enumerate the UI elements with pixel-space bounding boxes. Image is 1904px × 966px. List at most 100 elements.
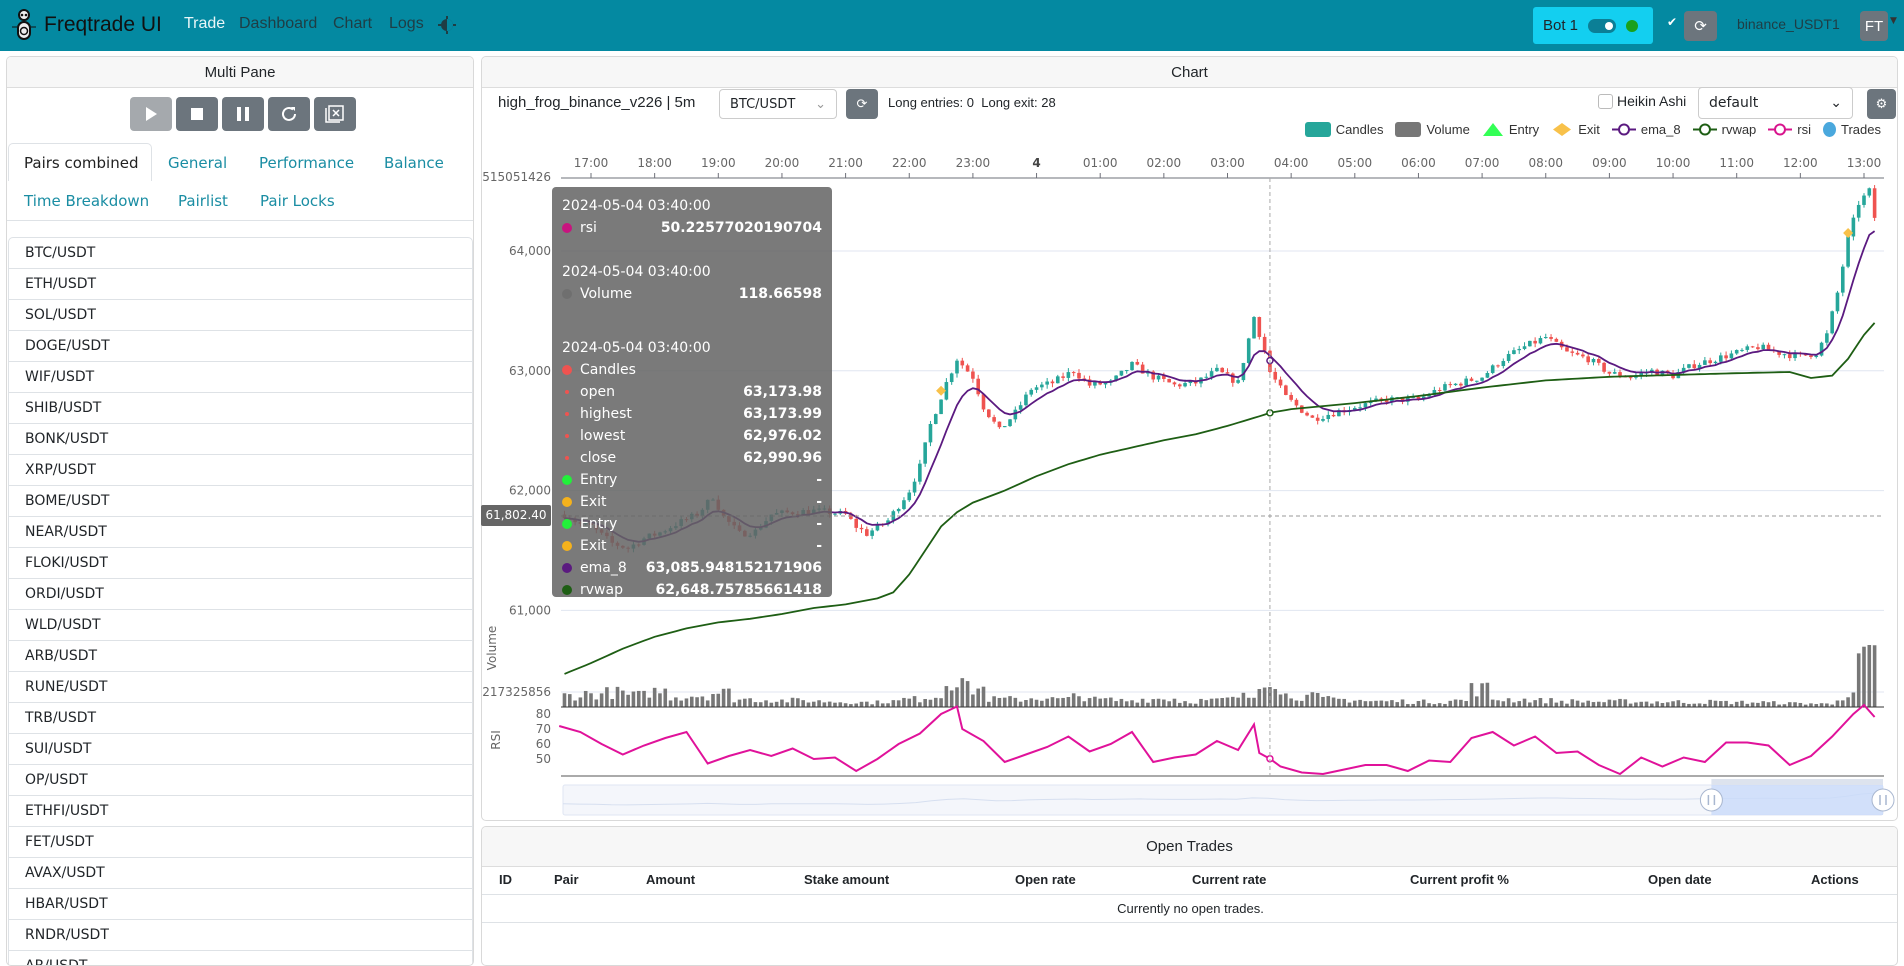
column-header[interactable]: Amount <box>646 872 696 887</box>
legend-item-trades[interactable]: Trades <box>1823 122 1881 137</box>
pair-list-item[interactable]: RNDR/USDT <box>9 920 472 951</box>
legend-label: ema_8 <box>1640 122 1681 137</box>
tab-performance[interactable]: Performance <box>259 154 355 172</box>
volume-bar <box>695 697 699 707</box>
candle <box>1061 376 1065 378</box>
column-header[interactable]: ID <box>499 872 512 887</box>
pair-list-item[interactable]: FLOKI/USDT <box>9 548 472 579</box>
volume-bar <box>1406 704 1410 707</box>
pair-list-item[interactable]: TRB/USDT <box>9 703 472 734</box>
pair-list-item[interactable]: ETH/USDT <box>9 269 472 300</box>
pair-list-item[interactable]: FET/USDT <box>9 827 472 858</box>
volume-bar <box>992 696 996 707</box>
refresh-bots-button[interactable]: ⟳ <box>1684 11 1717 41</box>
plot-settings-button[interactable]: ⚙ <box>1867 89 1896 119</box>
legend-item-entry[interactable]: Entry <box>1482 122 1539 137</box>
rsi-tick-label: 80 <box>536 707 551 721</box>
heikin-ashi-checkbox[interactable] <box>1598 94 1613 109</box>
candle <box>1215 367 1219 372</box>
nav-logs[interactable]: Logs <box>389 15 424 32</box>
pair-list-item[interactable]: XRP/USDT <box>9 455 472 486</box>
reload-config-button[interactable] <box>268 97 310 131</box>
datazoom-left-handle[interactable] <box>1699 788 1723 812</box>
pair-list-item[interactable]: RUNE/USDT <box>9 672 472 703</box>
column-header[interactable]: Open date <box>1648 872 1712 887</box>
pair-list-item[interactable]: BOME/USDT <box>9 486 472 517</box>
legend-item-ema-8[interactable]: ema_8 <box>1611 122 1681 137</box>
pair-list-item[interactable]: DOGE/USDT <box>9 331 472 362</box>
brand[interactable]: Freqtrade UI <box>12 9 162 41</box>
legend-label: Trades <box>1841 122 1881 137</box>
volume-bar <box>1390 700 1394 707</box>
volume-bar <box>1151 699 1156 707</box>
pair-select[interactable]: BTC/USDT ⌄ <box>719 89 837 119</box>
nav-trade[interactable]: Trade <box>184 15 226 32</box>
bot-selector[interactable]: Bot 1 <box>1533 7 1653 44</box>
tab-general[interactable]: General <box>168 154 228 172</box>
column-header[interactable]: Stake amount <box>804 872 890 887</box>
pair-list-item[interactable]: ARB/USDT <box>9 641 472 672</box>
candle <box>1490 365 1495 373</box>
legend-item-rsi[interactable]: rsi <box>1768 122 1811 137</box>
pair-list-item[interactable]: SHIB/USDT <box>9 393 472 424</box>
column-header[interactable]: Open rate <box>1015 872 1076 887</box>
pair-list-item[interactable]: AVAX/USDT <box>9 858 472 889</box>
column-header[interactable]: Pair <box>554 872 579 887</box>
volume-bar <box>1124 701 1129 707</box>
pair-list-item[interactable]: HBAR/USDT <box>9 889 472 920</box>
stop-button[interactable] <box>176 97 218 131</box>
start-button[interactable] <box>130 97 172 131</box>
candle <box>1278 379 1283 386</box>
signal-counts: Long entries: 0 Long exit: 28 <box>888 95 1056 110</box>
candle <box>928 423 933 443</box>
column-header[interactable]: Current profit % <box>1410 872 1509 887</box>
tab-pair-locks[interactable]: Pair Locks <box>260 192 335 210</box>
pair-list-item[interactable]: SOL/USDT <box>9 300 472 331</box>
legend-item-exit[interactable]: Exit <box>1551 122 1600 137</box>
legend-item-rvwap[interactable]: rvwap <box>1692 122 1756 137</box>
tab-time-breakdown[interactable]: Time Breakdown <box>24 192 150 210</box>
x-tick-label: 05:00 <box>1338 156 1373 170</box>
strategy-label: high_frog_binance_v226 | 5m <box>498 94 696 111</box>
pair-list-item[interactable]: OP/USDT <box>9 765 472 796</box>
volume-bar <box>817 700 821 707</box>
tab-balance[interactable]: Balance <box>384 154 444 172</box>
bot-toggle[interactable] <box>1588 18 1617 33</box>
legend-item-candles[interactable]: Candles <box>1304 122 1383 137</box>
column-header[interactable]: Current rate <box>1192 872 1267 887</box>
tab-pairs-combined[interactable] <box>8 143 152 181</box>
caret-down-icon[interactable]: ▼ <box>1890 16 1897 26</box>
pair-list-item[interactable]: ETHFI/USDT <box>9 796 472 827</box>
nav-chart[interactable]: Chart <box>333 15 373 32</box>
pair-list-item[interactable]: BONK/USDT <box>9 424 472 455</box>
pair-list-item[interactable]: BTC/USDT <box>9 238 472 269</box>
nav-dashboard[interactable]: Dashboard <box>239 15 318 32</box>
force-exit-all-button[interactable] <box>314 97 356 131</box>
volume-bar <box>1596 701 1601 707</box>
candle <box>1506 353 1511 361</box>
pair-list-item[interactable]: ORDI/USDT <box>9 579 472 610</box>
candle <box>1315 417 1320 421</box>
column-header[interactable]: Actions <box>1811 872 1859 887</box>
pair-list-item[interactable]: WLD/USDT <box>9 610 472 641</box>
candle <box>1082 378 1087 380</box>
tooltip-row-lowest: lowest 62,976.02 <box>562 425 822 447</box>
pair-list-item[interactable]: NEAR/USDT <box>9 517 472 548</box>
volume-bar <box>1374 700 1378 707</box>
pair-list-item[interactable]: WIF/USDT <box>9 362 472 393</box>
pair-list-item[interactable]: SUI/USDT <box>9 734 472 765</box>
plot-config-select[interactable]: default ⌄ <box>1698 87 1853 119</box>
refresh-chart-button[interactable]: ⟳ <box>846 89 878 119</box>
user-avatar[interactable]: FT <box>1860 11 1888 41</box>
datazoom-right-handle[interactable] <box>1871 788 1895 812</box>
volume-bar <box>1246 697 1251 707</box>
theme-toggle-icon[interactable] <box>438 16 456 34</box>
candle <box>1071 372 1076 374</box>
tab-pairlist[interactable]: Pairlist <box>178 192 228 210</box>
legend-item-volume[interactable]: Volume <box>1395 122 1470 137</box>
volume-bar <box>1315 692 1320 707</box>
volume-bar <box>1533 700 1537 707</box>
tab-pairs-combined-label[interactable]: Pairs combined <box>24 154 139 172</box>
pause-button[interactable] <box>222 97 264 131</box>
